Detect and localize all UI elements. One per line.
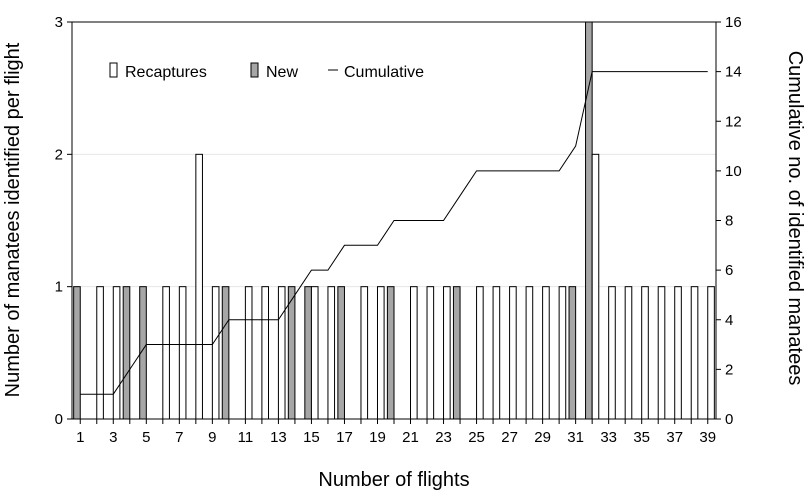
bar-recaptures — [426, 286, 435, 420]
legend-label-cumulative: Cumulative — [344, 64, 424, 81]
bar-new — [304, 286, 312, 420]
x-tick-label: 37 — [666, 429, 683, 446]
bar-new — [585, 21, 593, 420]
bar-recaptures — [261, 286, 270, 420]
x-axis-title: Number of flights — [318, 469, 469, 491]
x-tick-label: 1 — [76, 429, 84, 446]
x-tick-label: 35 — [633, 429, 650, 446]
left-y-tick-label: 3 — [55, 14, 63, 31]
right-y-tick-label: 12 — [725, 113, 742, 130]
legend-label-new: New — [266, 64, 298, 81]
x-tick-label: 15 — [303, 429, 320, 446]
bar-new — [122, 286, 131, 420]
left-y-tick-label: 2 — [55, 146, 63, 163]
bar-new — [452, 286, 461, 420]
right-y-tick-label: 14 — [725, 64, 742, 81]
bar-recaptures — [525, 286, 534, 420]
bar-recaptures — [641, 286, 649, 420]
bar-recaptures — [162, 286, 170, 420]
x-tick-label: 39 — [699, 429, 716, 446]
x-tick-label: 33 — [600, 429, 617, 446]
right-y-axis-title: Cumulative no. of identified manatees — [784, 51, 806, 386]
bar-recaptures — [277, 286, 286, 420]
bar-new — [73, 286, 81, 420]
bar-recaptures — [492, 286, 501, 420]
bar-recaptures — [509, 286, 517, 420]
bar-recaptures — [443, 286, 451, 420]
bar-recaptures — [211, 286, 220, 420]
bar-new — [568, 286, 577, 420]
left-y-axis: 0 1 2 3 — [55, 14, 72, 428]
x-tick-label: 3 — [109, 429, 117, 446]
x-tick-label: 19 — [369, 429, 386, 446]
bar-recaptures — [310, 286, 319, 420]
bar-recaptures — [96, 286, 104, 420]
x-tick-label: 17 — [336, 429, 353, 446]
bar-recaptures — [327, 286, 336, 420]
x-tick-label: 21 — [402, 429, 419, 446]
bar-recaptures — [690, 286, 699, 420]
bar-recaptures — [410, 286, 418, 420]
bar-recaptures — [112, 286, 121, 420]
bar-new — [337, 286, 345, 420]
legend-swatch-new — [250, 62, 259, 78]
x-tick-label: 13 — [270, 429, 287, 446]
legend: Recaptures New Cumulative — [109, 62, 424, 81]
bar-recaptures — [360, 286, 369, 420]
x-tick-label: 27 — [501, 429, 518, 446]
right-y-tick-label: 10 — [725, 163, 742, 180]
x-tick-label: 31 — [567, 429, 584, 446]
right-y-axis: 0 2 4 6 8 10 12 14 16 — [716, 14, 742, 428]
right-y-tick-label: 0 — [725, 411, 733, 428]
left-y-axis-title: Number of manatees identified per flight — [2, 42, 24, 397]
bar-recaptures — [244, 286, 253, 420]
x-tick-label: 25 — [468, 429, 485, 446]
x-tick-label: 29 — [534, 429, 551, 446]
right-y-tick-label: 6 — [725, 262, 733, 279]
bar-recaptures — [657, 286, 666, 420]
x-tick-label: 23 — [435, 429, 452, 446]
right-y-tick-label: 4 — [725, 312, 733, 329]
x-axis: 1 3 5 7 9 11 13 15 17 19 21 23 25 27 29 31 33 35 37 39 — [76, 419, 716, 446]
bar-recaptures — [624, 286, 633, 420]
right-y-tick-label: 2 — [725, 361, 733, 378]
right-y-tick-label: 16 — [725, 14, 742, 31]
right-y-tick-label: 8 — [725, 213, 733, 230]
left-y-tick-label: 0 — [55, 411, 63, 428]
bar-new — [287, 286, 296, 420]
left-y-tick-label: 1 — [55, 279, 63, 296]
x-tick-label: 5 — [142, 429, 150, 446]
bar-recaptures — [178, 286, 187, 420]
x-tick-label: 7 — [175, 429, 183, 446]
bars-layer — [73, 21, 715, 420]
bar-recaptures — [376, 286, 385, 420]
bar-recaptures — [707, 286, 715, 420]
x-tick-label: 11 — [238, 429, 254, 446]
bar-new — [221, 286, 230, 420]
bar-recaptures — [674, 286, 682, 420]
legend-swatch-recaptures — [109, 62, 118, 78]
bar-recaptures — [558, 286, 567, 420]
x-tick-label: 9 — [208, 429, 216, 446]
bar-recaptures — [542, 286, 550, 420]
legend-label-recaptures: Recaptures — [125, 64, 207, 81]
bar-recaptures — [195, 153, 203, 420]
cumulative-line — [80, 71, 708, 395]
bar-recaptures — [476, 286, 484, 420]
bar-recaptures — [608, 286, 616, 420]
bar-recaptures — [591, 153, 600, 420]
bar-new — [386, 286, 395, 420]
